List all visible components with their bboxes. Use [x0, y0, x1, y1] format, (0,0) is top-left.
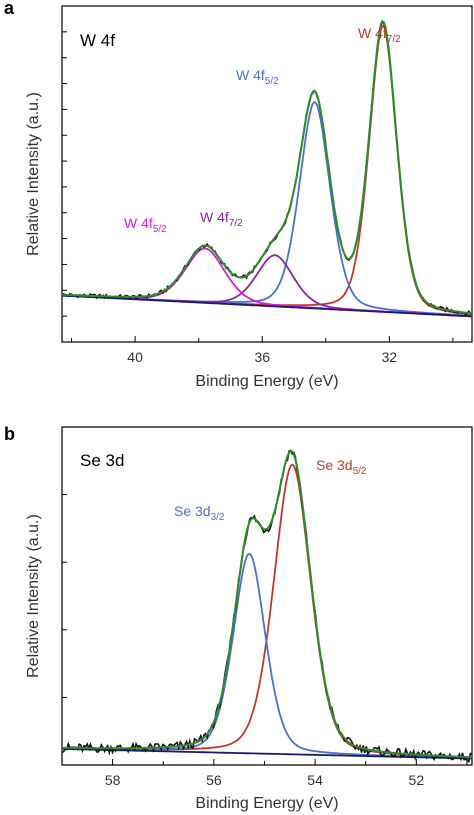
x-ticks-b: 58 56 54 52 — [61, 759, 468, 788]
peak-label-se3d32: Se 3d3/2 — [174, 503, 225, 523]
baseline-curve-b — [62, 748, 473, 760]
panel-title-a: W 4f — [80, 31, 115, 50]
component-curve-se-1 — [61, 552, 472, 760]
peak-label-w4f72-text: W 4f — [358, 25, 387, 41]
peak-label-w4f52-sub: 5/2 — [265, 76, 279, 87]
x-tick-label-58: 58 — [105, 772, 121, 788]
plot-frame-a — [61, 5, 473, 343]
component-curve-se-0 — [62, 463, 473, 759]
y-ticks-b — [62, 494, 67, 698]
peak-label-w4f72-main: W 4f7/2 — [358, 25, 401, 45]
peak-label-w4f52-text: W 4f — [236, 67, 265, 83]
panel-letter-a: a — [4, 0, 15, 18]
y-axis-label-b: Relative Intensity (a.u.) — [25, 514, 42, 678]
peak-label-se3d52: Se 3d5/2 — [316, 457, 367, 477]
fit-envelope-a — [61, 21, 473, 315]
x-axis-label-a: Binding Energy (eV) — [195, 373, 338, 390]
peak-label-w4f72-minor-sub: 7/2 — [229, 218, 243, 229]
panel-w4f: a W 4f Relative Intensity (a.u.) Binding… — [4, 0, 473, 390]
data-curve-a — [61, 19, 473, 316]
x-ticks-a: 40 36 32 — [71, 336, 454, 365]
panel-se3d: b Se 3d Relative Intensity (a.u.) Bindin… — [4, 424, 473, 812]
peak-label-se3d32-text: Se 3d — [174, 503, 211, 519]
peak-label-se3d52-text: Se 3d — [316, 457, 353, 473]
x-tick-label-54: 54 — [307, 772, 323, 788]
x-tick-label-52: 52 — [409, 772, 425, 788]
x-tick-label-56: 56 — [206, 772, 222, 788]
data-curve-b — [61, 449, 473, 764]
y-ticks-a — [62, 31, 67, 317]
peak-label-se3d52-sub: 5/2 — [353, 466, 367, 477]
peak-label-se3d32-sub: 3/2 — [211, 512, 225, 523]
peak-label-w4f52-minor-text: W 4f — [124, 215, 153, 231]
series-lines-b — [61, 449, 473, 764]
peak-label-w4f52-minor-sub: 5/2 — [153, 224, 167, 235]
series-lines-a — [61, 19, 473, 318]
panel-title-b: Se 3d — [80, 451, 124, 470]
x-tick-label-40: 40 — [127, 349, 143, 365]
peak-label-w4f72-minor: W 4f7/2 — [200, 209, 243, 229]
peak-label-w4f52-minor: W 4f5/2 — [124, 215, 167, 235]
peak-label-w4f72-minor-text: W 4f — [200, 209, 229, 225]
component-curve-w-1 — [62, 100, 473, 317]
panel-letter-b: b — [4, 424, 15, 444]
component-curve-w-0 — [61, 24, 473, 316]
peak-label-w4f72-sub: 7/2 — [387, 34, 401, 45]
peak-label-w4f52-main: W 4f5/2 — [236, 67, 279, 87]
plot-frame-b — [61, 426, 473, 766]
y-axis-label-a: Relative Intensity (a.u.) — [25, 92, 42, 256]
fit-envelope-b — [61, 449, 472, 759]
x-axis-label-b: Binding Energy (eV) — [195, 795, 338, 812]
x-tick-label-36: 36 — [254, 349, 270, 365]
x-tick-label-32: 32 — [382, 349, 398, 365]
